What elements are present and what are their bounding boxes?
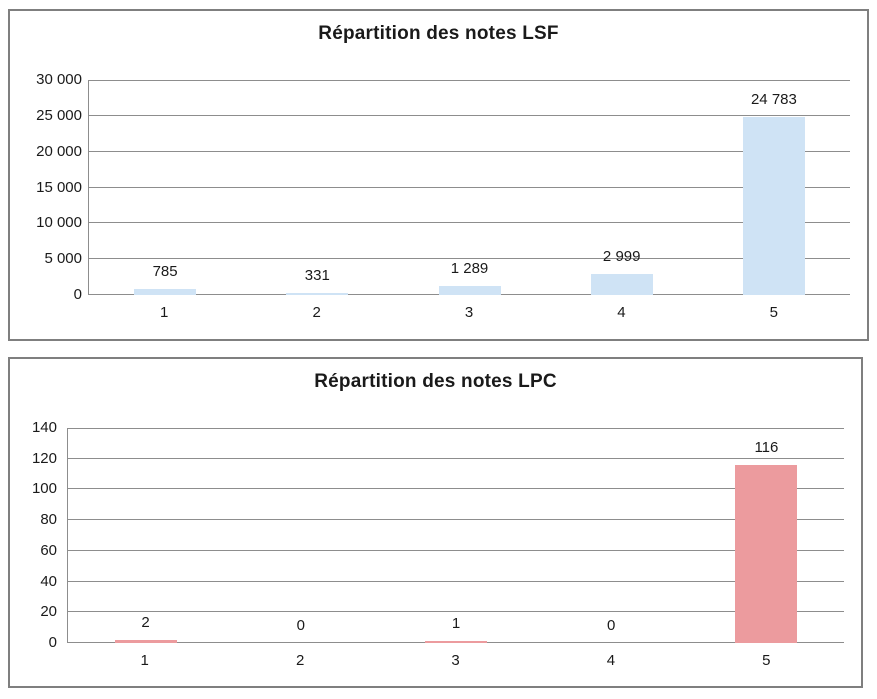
bar-slot: 2 999 [546,80,698,295]
x-category-label: 4 [617,304,626,321]
chart-panel-lpc[interactable]: Répartition des notes LPC 0 20 40 60 80 100 12… [8,357,863,688]
x-category-label: 3 [451,652,460,669]
bar-slot: 331 [241,80,393,295]
bar-value-label: 785 [152,263,178,281]
gridline [68,428,844,429]
bar-value-label: 2 [141,613,150,631]
gridline [89,150,850,152]
y-tick-label: 100 [31,480,57,498]
plot-area: 2 0 1 0 116 [67,428,844,643]
bar[interactable] [742,117,805,295]
bar-slot: 785 [89,80,241,295]
bar[interactable] [735,464,798,643]
bar-slot: 24 783 [698,80,850,295]
y-tick-label: 30 000 [36,71,82,88]
bar[interactable] [134,289,197,295]
bar-value-label: 0 [607,617,616,634]
bars-layer: 2 0 1 0 116 [68,428,844,643]
gridline [89,258,850,260]
x-category-label: 4 [606,652,616,669]
gridline [89,114,850,116]
x-axis-category-labels: 1 2 3 4 5 [67,652,844,669]
bar-value-label: 2 999 [602,247,641,265]
gridline [89,80,850,81]
bars-layer: 785 331 1 289 2 999 24 783 [89,80,850,295]
bar-value-label: 116 [754,438,779,456]
gridline [68,549,844,551]
bar-slot: 116 [689,428,844,643]
bar-slot: 1 289 [393,80,545,295]
y-axis-tick-labels: 0 20 40 60 80 100 120 140 [10,419,57,651]
y-tick-label: 0 [48,634,57,651]
y-tick-label: 25 000 [36,106,82,124]
bar-value-label: 0 [296,617,305,634]
x-category-label: 1 [160,304,169,321]
y-axis-tick-labels: 0 5 000 10 000 15 000 20 000 25 000 30 000 [10,71,82,303]
bar-value-label: 331 [304,266,330,284]
bar[interactable] [425,641,487,643]
gridline [68,611,844,613]
y-tick-label: 80 [40,511,57,529]
y-tick-label: 5 000 [44,250,82,268]
gridline [89,222,850,224]
gridline [68,457,844,459]
bar-value-label: 24 783 [750,91,797,109]
y-tick-label: 20 000 [36,142,82,160]
x-category-label: 1 [140,652,149,669]
x-axis-category-labels: 1 2 3 4 5 [88,304,850,321]
gridline [68,519,844,521]
y-tick-label: 40 [40,572,57,590]
y-tick-label: 10 000 [36,214,82,232]
x-category-label: 5 [762,652,771,669]
gridline [68,580,844,582]
x-category-label: 5 [769,304,778,321]
bar-slot: 0 [534,428,689,643]
y-tick-label: 15 000 [36,178,82,196]
gridline [68,488,844,490]
chart-title-lpc: Répartition des notes LPC [314,371,557,392]
gridline [89,186,850,188]
x-category-label: 3 [464,304,474,321]
chart-title-lsf: Répartition des notes LSF [318,23,559,44]
bar-slot: 0 [223,428,378,643]
x-category-label: 2 [312,304,321,321]
bar[interactable] [438,285,501,295]
bar-slot: 1 [378,428,533,643]
bar-slot: 2 [68,428,223,643]
x-category-label: 2 [295,652,305,669]
bar-value-label: 1 [451,615,461,633]
bar[interactable] [286,292,349,295]
y-tick-label: 140 [31,419,57,436]
y-tick-label: 120 [31,449,57,467]
bar[interactable] [590,273,653,295]
y-tick-label: 20 [40,603,57,621]
y-tick-label: 0 [73,286,82,303]
bar-value-label: 1 289 [450,259,489,277]
plot-area: 785 331 1 289 2 999 24 783 [88,80,850,295]
bar[interactable] [114,639,177,643]
y-tick-label: 60 [40,541,57,559]
